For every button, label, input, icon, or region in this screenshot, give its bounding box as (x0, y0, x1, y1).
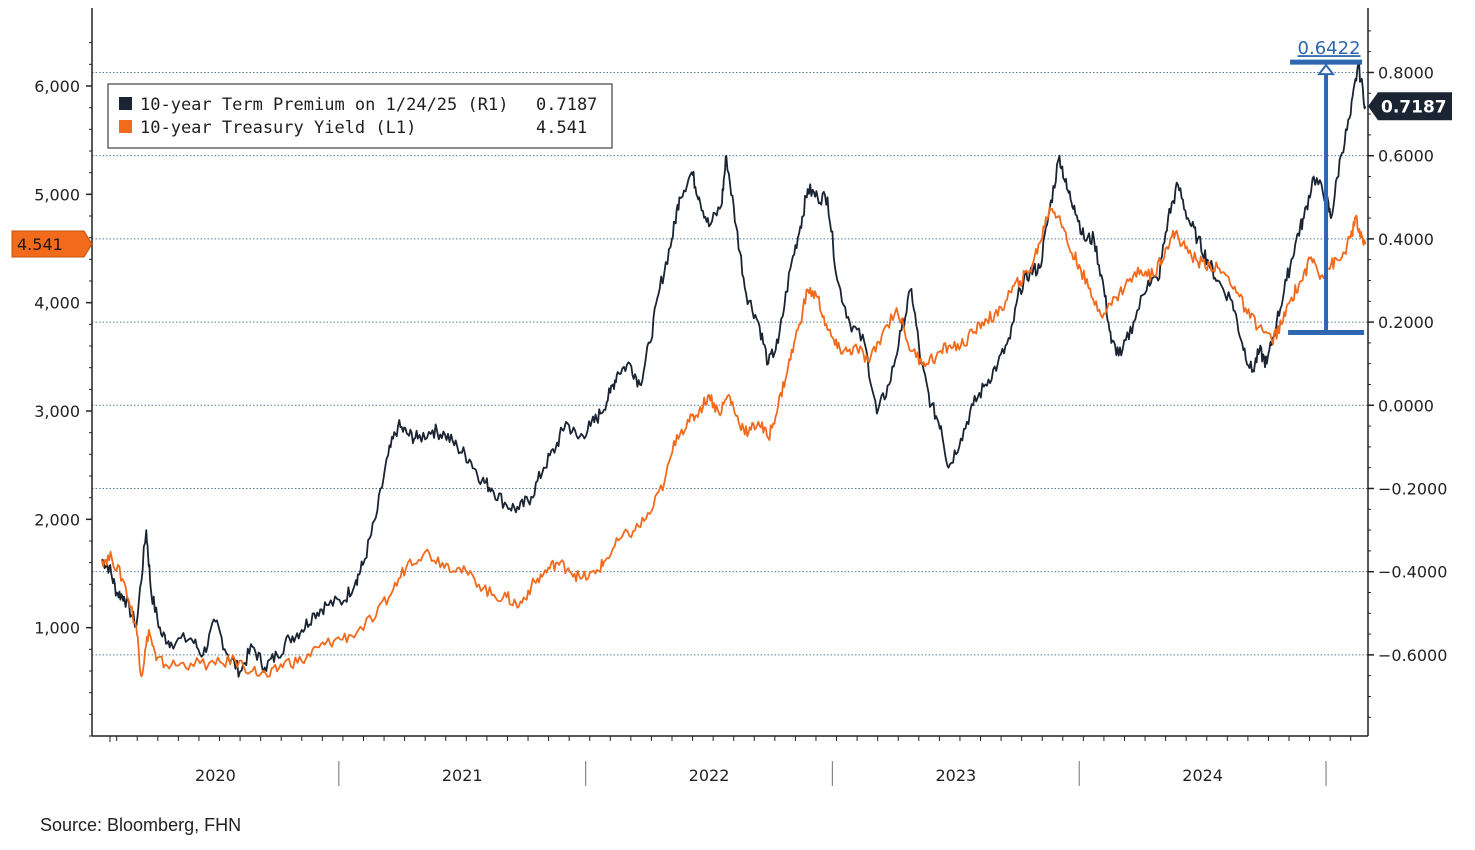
right-tick-label-3: 0.2000 (1378, 313, 1434, 332)
legend-swatch-term-premium (119, 97, 132, 110)
legend-swatch-treasury-yield (119, 120, 132, 133)
left-tick-label-2: 3,000 (34, 402, 80, 421)
annotation-layer: 0.6422 (1288, 38, 1365, 335)
legend-box (107, 83, 613, 149)
left-tick-label-4: 5,000 (34, 185, 80, 204)
right-axis-ticks: 0.8000 0.6000 0.4000 0.2000 0.0000 −0.2000 −0.… (1368, 30, 1447, 718)
series-layer (101, 61, 1367, 678)
legend: 10-year Term Premium on 1/24/25 (R1) 0.7… (107, 83, 613, 149)
right-value-marker-shape (1368, 92, 1452, 121)
left-value-marker-shape (11, 230, 93, 258)
legend-label-treasury-yield: 10-year Treasury Yield (L1) (140, 118, 416, 138)
right-tick-label-1: 0.6000 (1378, 147, 1434, 166)
annotation-arrow-head (1316, 63, 1336, 76)
right-value-marker-text: 0.7187 (1381, 97, 1447, 117)
right-tick-label-7: −0.6000 (1378, 646, 1447, 665)
series-line-term-premium (101, 61, 1367, 678)
x-axis-ticks: 2020 2021 2022 2023 2024 (109, 736, 1352, 786)
legend-label-term-premium: 10-year Term Premium on 1/24/25 (R1) (140, 95, 508, 115)
legend-value-treasury-yield: 4.541 (536, 118, 587, 138)
year-label-2022: 2022 (689, 766, 730, 785)
year-label-2024: 2024 (1182, 766, 1223, 785)
right-tick-label-6: −0.4000 (1378, 563, 1447, 582)
legend-value-term-premium: 0.7187 (536, 95, 597, 115)
left-tick-label-1: 2,000 (34, 510, 80, 529)
left-tick-label-5: 6,000 (34, 77, 80, 96)
year-label-2023: 2023 (935, 766, 976, 785)
gridlines (92, 71, 1368, 656)
left-value-marker-text: 4.541 (17, 235, 63, 254)
left-axis-ticks: 1,000 2,000 3,000 4,000 5,000 6,000 (34, 42, 92, 737)
year-label-2020: 2020 (195, 766, 236, 785)
right-value-marker: 0.7187 (1368, 92, 1452, 121)
year-label-2021: 2021 (442, 766, 483, 785)
right-tick-label-2: 0.4000 (1378, 230, 1434, 249)
source-note: Source: Bloomberg, FHN (40, 815, 242, 835)
right-tick-label-0: 0.8000 (1378, 63, 1434, 82)
right-tick-label-5: −0.2000 (1378, 479, 1447, 498)
left-tick-label-0: 1,000 (34, 619, 80, 638)
left-value-marker: 4.541 (11, 230, 93, 258)
right-tick-label-4: 0.0000 (1378, 396, 1434, 415)
series-line-treasury-yield (101, 206, 1367, 678)
left-tick-label-3: 4,000 (34, 294, 80, 313)
annotation-label: 0.6422 (1298, 38, 1361, 59)
